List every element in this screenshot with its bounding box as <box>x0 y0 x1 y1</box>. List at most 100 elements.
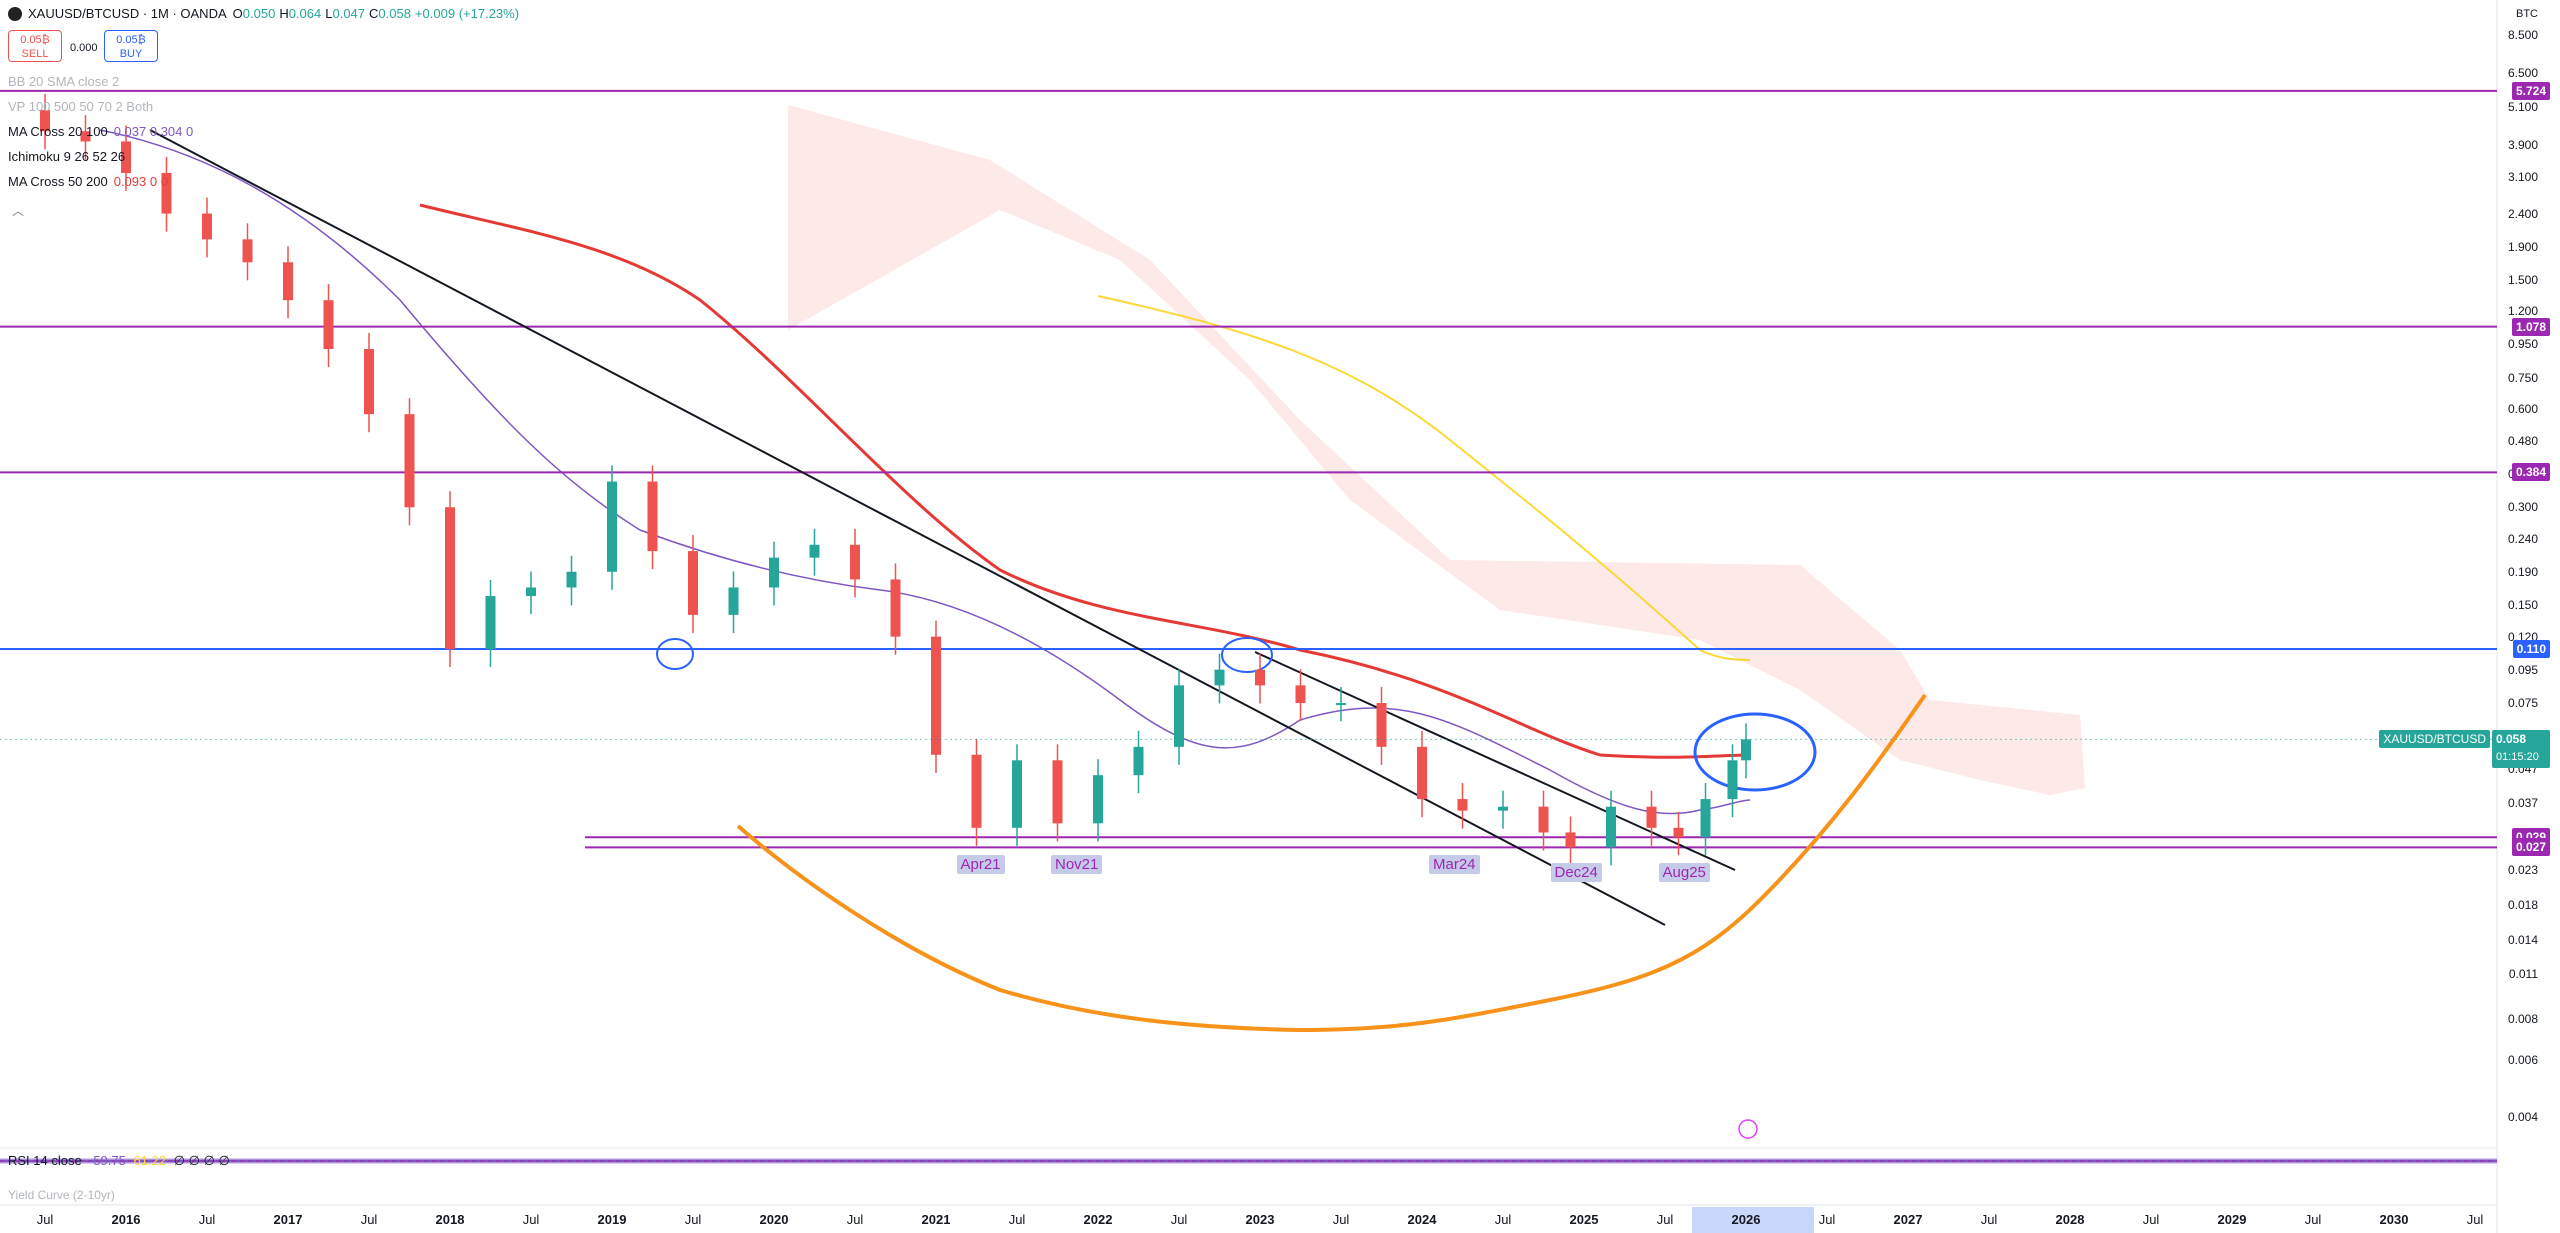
sell-price: 0.05₿ <box>20 34 50 46</box>
time-tick: 2019 <box>597 1212 627 1227</box>
candle-body <box>1700 799 1711 838</box>
ohlc-o: O0.050 <box>232 6 276 21</box>
candle-body <box>647 481 658 552</box>
candle-body <box>1052 760 1063 824</box>
symbol-title[interactable]: XAUUSD/BTCUSD · 1M · OANDA <box>28 6 227 21</box>
candle-body <box>1255 669 1265 686</box>
ohlc-l: L0.047 <box>325 6 366 21</box>
candle-body <box>1295 685 1306 704</box>
price-tick: 0.023 <box>2507 862 2538 877</box>
time-tick: Jul <box>846 1212 864 1227</box>
collapse-legend-icon[interactable]: ︿ <box>12 204 25 218</box>
indicator-1[interactable]: VP 100 500 50 70 2 Both <box>8 99 153 114</box>
current-symbol-label: XAUUSD/BTCUSD <box>2379 730 2490 749</box>
indicator-0[interactable]: BB 20 SMA close 2 <box>8 74 119 89</box>
price-tick: 0.095 <box>2507 662 2538 677</box>
candle-body <box>566 571 577 588</box>
time-tick: Jul <box>1170 1212 1188 1227</box>
sell-label: SELL <box>21 48 49 60</box>
sell-button[interactable]: 0.05₿ SELL <box>8 30 62 62</box>
candle-body <box>1606 806 1616 848</box>
indicator-name: Ichimoku 9 26 52 26 <box>8 149 126 164</box>
ohlc-c: C0.058 <box>369 6 411 21</box>
buy-button[interactable]: 0.05₿ BUY <box>104 30 158 62</box>
time-tick: Jul <box>36 1212 54 1227</box>
indicator-name: VP 100 500 50 70 2 Both <box>8 99 154 114</box>
price-tick: 0.190 <box>2507 564 2538 579</box>
time-tick: 2016 <box>111 1212 141 1227</box>
candle-body <box>1174 685 1184 747</box>
ohlc-change: +0.009 (+17.23%) <box>414 6 520 21</box>
candle-body <box>769 557 779 588</box>
price-tick: 0.011 <box>2508 967 2538 982</box>
candle-body <box>688 551 698 615</box>
blue-circle-2026 <box>1693 712 1817 792</box>
time-tick: Jul <box>522 1212 540 1227</box>
time-tick: Jul <box>684 1212 702 1227</box>
level-label[interactable]: 0.027 <box>2511 838 2550 857</box>
candle-body <box>1093 775 1103 824</box>
candle-body <box>1498 806 1508 811</box>
replay-icon <box>1738 1119 1758 1139</box>
price-tick: 0.014 <box>2507 933 2538 948</box>
time-axis[interactable]: Jul 2016 Jul 2017 Jul 2018 Jul 2019 Jul 2020 Jul 20… <box>0 1212 2560 1232</box>
annotation-apr21[interactable]: Apr21 <box>956 855 1005 874</box>
price-tick: 0.300 <box>2507 500 2538 515</box>
price-tick: 0.037 <box>2507 795 2538 810</box>
candle-body <box>202 213 212 240</box>
annotation-dec24[interactable]: Dec24 <box>1550 863 1602 882</box>
yield-curve-legend[interactable]: Yield Curve (2-10yr) <box>8 1188 115 1202</box>
candle-body <box>364 349 374 415</box>
candle-body <box>80 131 91 142</box>
current-price-label[interactable]: 0.058 01:15:20 <box>2492 730 2550 769</box>
rsi-value: 59.75 <box>93 1153 126 1168</box>
candle-body <box>890 579 901 637</box>
ichimoku-cloud <box>788 105 2085 795</box>
time-tick: 2018 <box>435 1212 465 1227</box>
candle-body <box>971 754 982 828</box>
candle-body <box>121 141 131 173</box>
candle-body <box>607 481 617 572</box>
time-tick: 2020 <box>759 1212 789 1227</box>
blue-circle-2019 <box>656 638 694 670</box>
trendline-lower <box>1254 651 1736 871</box>
symbol-header[interactable]: XAUUSD/BTCUSD · 1M · OANDA O0.050 H0.064 L… <box>8 6 519 21</box>
time-tick: 2029 <box>2217 1212 2247 1227</box>
time-tick: Jul <box>2466 1212 2484 1227</box>
indicator-values: 0.037 0.304 0 <box>113 124 194 139</box>
price-tick: 0.006 <box>2507 1052 2538 1067</box>
annotation-aug25[interactable]: Aug25 <box>1658 863 1710 882</box>
rsi-legend[interactable]: RSI 14 close 59.75 61.22 ∅ ∅ ∅ ∅ <box>8 1153 230 1168</box>
level-label[interactable]: 1.078 <box>2511 317 2550 336</box>
price-tick: 0.750 <box>2507 370 2538 385</box>
candle-body <box>1214 669 1225 686</box>
time-tick: Jul <box>1818 1212 1836 1227</box>
time-tick: 2017 <box>273 1212 303 1227</box>
indicator-4[interactable]: MA Cross 50 200 0.093 0 0 <box>8 174 168 189</box>
candle-body <box>1376 703 1387 747</box>
level-label[interactable]: 5.724 <box>2511 81 2550 100</box>
time-tick: Jul <box>1332 1212 1350 1227</box>
price-tick: 0.008 <box>2507 1012 2538 1027</box>
price-tick: 0.480 <box>2507 433 2538 448</box>
candle-body <box>283 262 293 301</box>
price-tick: 0.240 <box>2507 531 2538 546</box>
level-label[interactable]: 0.384 <box>2511 463 2550 482</box>
price-tick: 6.500 <box>2507 65 2538 80</box>
level-label[interactable]: 0.110 <box>2512 639 2550 658</box>
indicator-2[interactable]: MA Cross 20 100 0.037 0.304 0 <box>8 124 193 139</box>
rsi-name: RSI 14 close <box>8 1153 82 1168</box>
symbol-logo-icon <box>8 6 22 21</box>
candle-body <box>1133 746 1144 776</box>
price-tick: 0.950 <box>2507 337 2538 352</box>
ma-100-line <box>419 203 1751 759</box>
time-tick: 2024 <box>1407 1212 1437 1227</box>
indicator-3[interactable]: Ichimoku 9 26 52 26 <box>8 149 125 164</box>
indicator-name: MA Cross 20 100 <box>8 124 108 139</box>
spread-value: 0.000 <box>70 42 98 54</box>
annotation-nov21[interactable]: Nov21 <box>1051 855 1103 874</box>
buy-label: BUY <box>119 48 143 60</box>
annotation-mar24[interactable]: Mar24 <box>1429 855 1480 874</box>
time-tick: Jul <box>1656 1212 1674 1227</box>
